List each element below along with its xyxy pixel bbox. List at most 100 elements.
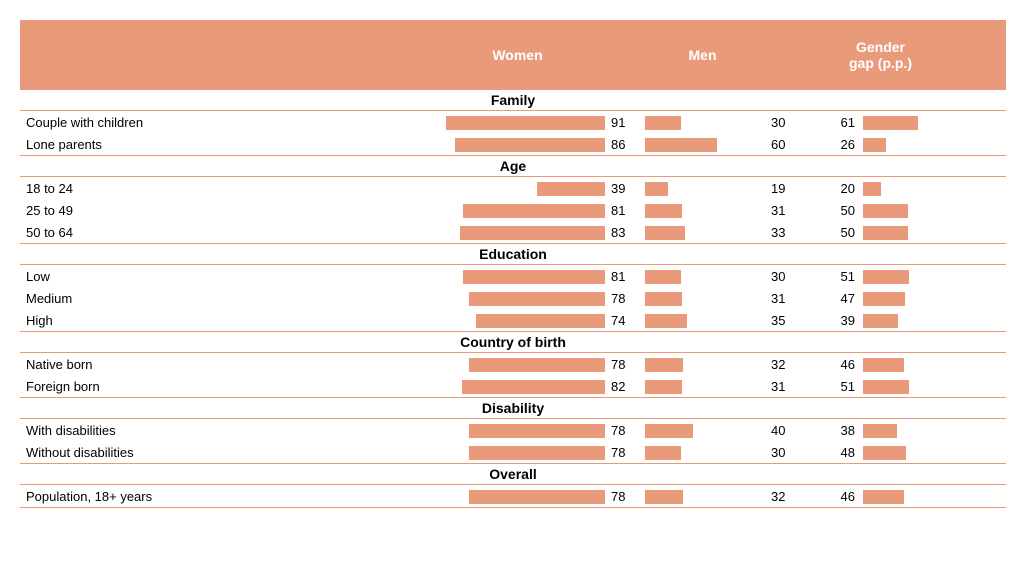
- women-bar-cell: [430, 380, 605, 394]
- row-label: Medium: [20, 291, 430, 306]
- men-bar-cell: [645, 380, 765, 394]
- bar: [463, 204, 605, 218]
- gap-value: 48: [825, 445, 863, 460]
- bar: [446, 116, 605, 130]
- men-value: 60: [765, 137, 825, 152]
- men-bar-cell: [645, 358, 765, 372]
- header-men: Men: [610, 47, 795, 63]
- women-value: 78: [605, 291, 645, 306]
- header-women: Women: [425, 47, 610, 63]
- row-label: High: [20, 313, 430, 328]
- men-bar-cell: [645, 204, 765, 218]
- men-bar-cell: [645, 446, 765, 460]
- gap-value: 61: [825, 115, 863, 130]
- bar: [469, 446, 606, 460]
- women-value: 78: [605, 489, 645, 504]
- table-body: Family Couple with children 91 30 61 Lone par…: [20, 90, 1006, 508]
- gap-bar-cell: [863, 204, 953, 218]
- bar: [863, 182, 881, 196]
- bar: [863, 358, 904, 372]
- men-bar-cell: [645, 424, 765, 438]
- row-label: With disabilities: [20, 423, 430, 438]
- bar: [645, 270, 681, 284]
- gap-value: 47: [825, 291, 863, 306]
- section-title: Disability: [20, 398, 1006, 418]
- gap-bar-cell: [863, 358, 953, 372]
- men-value: 31: [765, 203, 825, 218]
- gap-bar-cell: [863, 424, 953, 438]
- bar: [460, 226, 605, 240]
- section-title: Family: [20, 90, 1006, 110]
- gap-value: 50: [825, 225, 863, 240]
- row-label: Lone parents: [20, 137, 430, 152]
- bar: [645, 424, 693, 438]
- gap-bar-cell: [863, 138, 953, 152]
- women-value: 39: [605, 181, 645, 196]
- bar: [863, 116, 918, 130]
- gap-bar-cell: [863, 314, 953, 328]
- bar: [469, 490, 606, 504]
- men-value: 35: [765, 313, 825, 328]
- bar: [463, 270, 605, 284]
- bar: [476, 314, 606, 328]
- bar: [645, 358, 683, 372]
- men-value: 32: [765, 489, 825, 504]
- men-bar-cell: [645, 490, 765, 504]
- bar: [645, 446, 681, 460]
- bar: [863, 226, 908, 240]
- table-row: Low 81 3051: [20, 265, 1006, 287]
- men-bar-cell: [645, 116, 765, 130]
- row-label: Native born: [20, 357, 430, 372]
- table-row: 25 to 49813150: [20, 199, 1006, 221]
- bar: [645, 226, 685, 240]
- bar: [645, 292, 682, 306]
- bar: [863, 380, 909, 394]
- men-bar-cell: [645, 138, 765, 152]
- bar: [469, 358, 606, 372]
- table-row: 50 to 64833350: [20, 221, 1006, 243]
- row-label: Foreign born: [20, 379, 430, 394]
- men-bar-cell: [645, 270, 765, 284]
- men-value: 30: [765, 269, 825, 284]
- bar: [863, 424, 897, 438]
- gap-bar-cell: [863, 116, 953, 130]
- table-row: Foreign born823151: [20, 375, 1006, 397]
- women-value: 91: [605, 115, 645, 130]
- women-bar-cell: [430, 226, 605, 240]
- gap-bar-cell: [863, 182, 953, 196]
- gap-value: 46: [825, 489, 863, 504]
- women-bar-cell: [430, 270, 605, 284]
- bar: [863, 314, 898, 328]
- section-title: Age: [20, 156, 1006, 176]
- bar: [462, 380, 606, 394]
- section-title: Overall: [20, 464, 1006, 484]
- row-label: 50 to 64: [20, 225, 430, 240]
- table-header: Women Men Gendergap (p.p.): [20, 20, 1006, 90]
- row-label: Couple with children: [20, 115, 430, 130]
- women-value: 78: [605, 423, 645, 438]
- table-row: Lone parents866026: [20, 133, 1006, 155]
- women-value: 81: [605, 269, 645, 284]
- gap-bar-cell: [863, 226, 953, 240]
- women-value: 81: [605, 203, 645, 218]
- row-label: Low: [20, 269, 430, 284]
- section-rule: [20, 507, 1006, 508]
- men-value: 30: [765, 445, 825, 460]
- bar: [645, 116, 681, 130]
- women-bar-cell: [430, 314, 605, 328]
- table-row: Native born783246: [20, 353, 1006, 375]
- bar: [645, 138, 717, 152]
- bar: [863, 204, 908, 218]
- women-bar-cell: [430, 358, 605, 372]
- men-value: 40: [765, 423, 825, 438]
- gap-value: 51: [825, 269, 863, 284]
- gap-bar-cell: [863, 446, 953, 460]
- bar: [645, 490, 683, 504]
- table-row: High743539: [20, 309, 1006, 331]
- table-row: Without disabilities783048: [20, 441, 1006, 463]
- gap-bar-cell: [863, 292, 953, 306]
- women-value: 78: [605, 445, 645, 460]
- women-bar-cell: [430, 424, 605, 438]
- bar: [863, 292, 905, 306]
- bar: [537, 182, 605, 196]
